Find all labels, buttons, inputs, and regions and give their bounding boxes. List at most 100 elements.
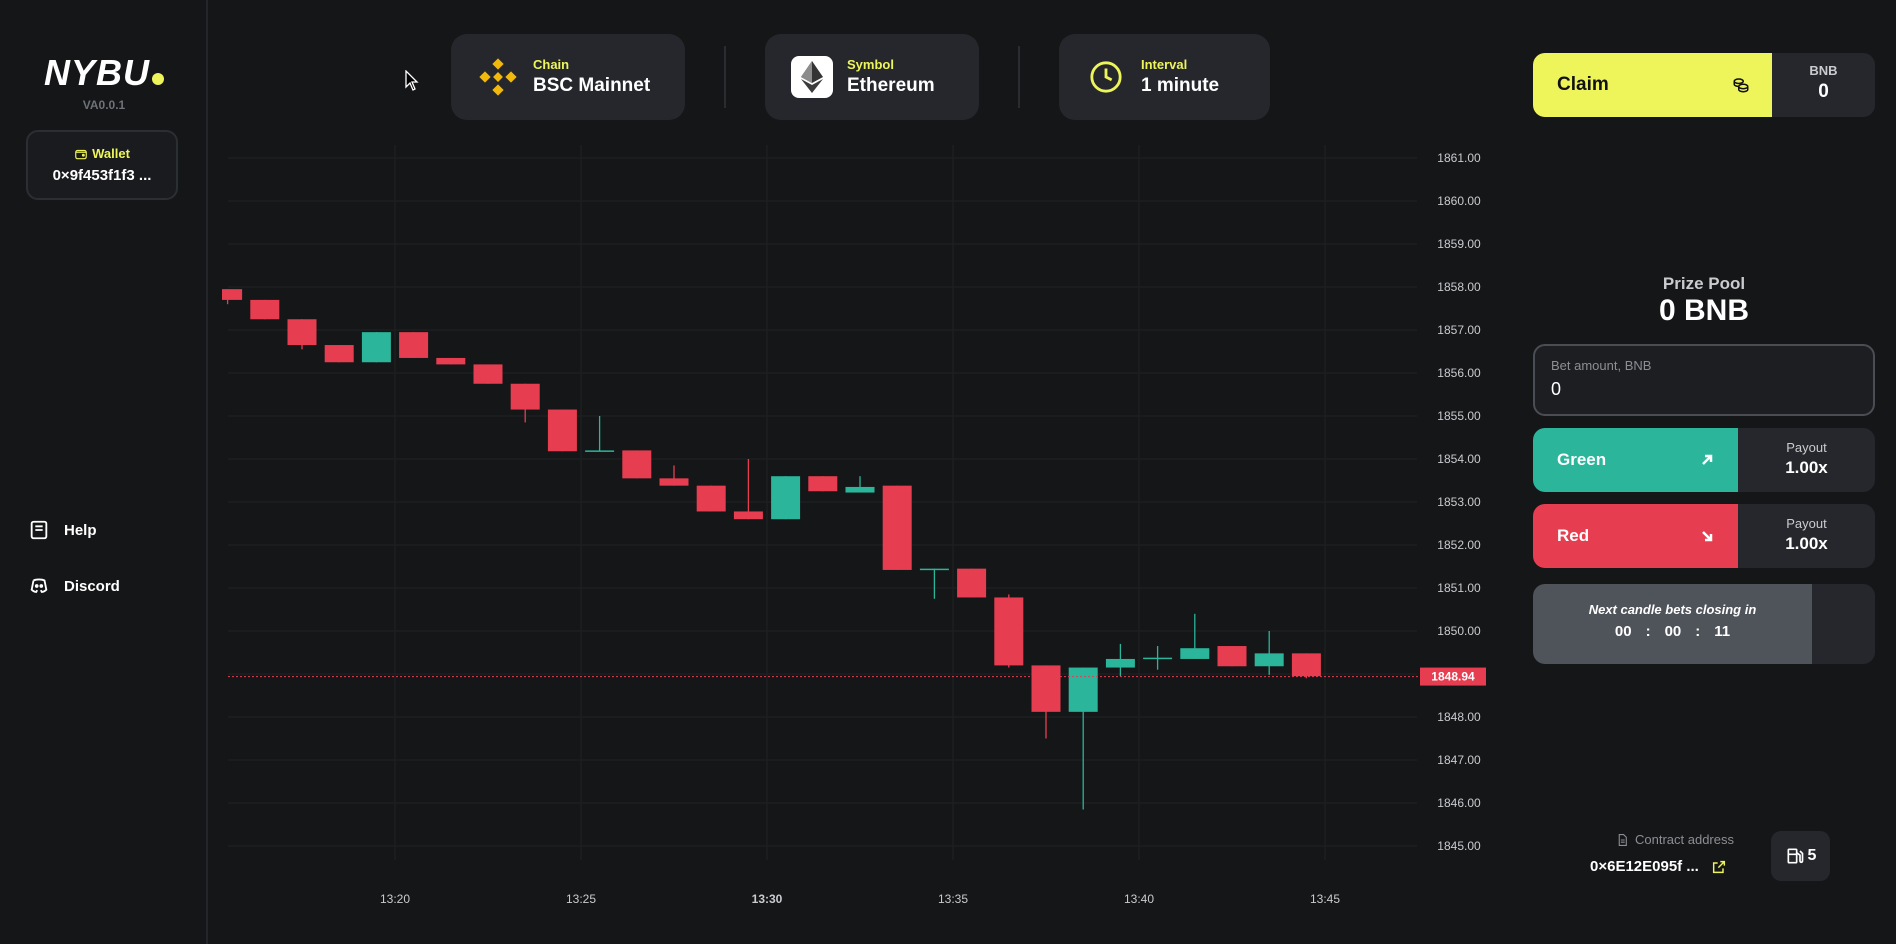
wallet-address: 0×9f453f1f3 ... <box>52 167 152 184</box>
y-tick-label: 1845.00 <box>1437 839 1481 853</box>
wallet-icon <box>75 149 87 159</box>
candle-body <box>1254 653 1284 667</box>
x-tick-label: 13:20 <box>380 892 410 906</box>
prize-pool-value: 0 BNB <box>1658 294 1749 327</box>
clock-icon <box>1085 56 1127 98</box>
payout-value: 1.00x <box>1785 458 1828 477</box>
last-price-tag <box>1420 667 1486 686</box>
candle-body <box>1291 653 1321 677</box>
timer-colon: : <box>1645 623 1651 640</box>
bnb-value: 0 <box>1818 81 1829 102</box>
y-tick-label: 1854.00 <box>1437 452 1481 466</box>
chain-selector[interactable]: Chain BSC Mainnet <box>451 34 685 120</box>
bet-red-button[interactable]: Red <box>1533 504 1738 568</box>
candle-body <box>585 450 615 452</box>
y-tick-label: 1855.00 <box>1437 409 1481 423</box>
candle-body <box>399 332 429 358</box>
timer-hours: 00 <box>1614 623 1632 640</box>
symbol-label: Symbol <box>847 57 894 72</box>
x-tick-label: 13:30 <box>752 892 783 906</box>
y-tick-label: 1846.00 <box>1437 796 1481 810</box>
timer-minutes: 00 <box>1664 623 1682 640</box>
candle-body <box>1031 665 1061 712</box>
contract-address: 0×6E12E095f ... <box>1590 858 1699 875</box>
arrow-down-right-icon <box>1702 531 1713 542</box>
y-tick-label: 1856.00 <box>1437 366 1481 380</box>
candle-body <box>957 568 987 598</box>
price-chart[interactable]: 1861.00 1860.00 1859.00 1858.00 1857.00 1856.… <box>222 140 1492 920</box>
chain-label: Chain <box>533 57 570 72</box>
candle-body <box>1143 657 1173 660</box>
sidebar-item-discord[interactable]: Discord <box>28 572 198 600</box>
candle-body <box>696 485 726 512</box>
green-label: Green <box>1557 450 1607 469</box>
gas-button[interactable]: 5 <box>1771 831 1830 881</box>
candle-body <box>659 478 689 486</box>
candle-body <box>1068 667 1098 712</box>
chain-value: BSC Mainnet <box>533 75 651 96</box>
countdown-timer: Next candle bets closing in 00: 00: 11 <box>1533 584 1812 664</box>
payout-label: Payout <box>1786 440 1827 455</box>
candle-body <box>1105 658 1135 668</box>
candle-body <box>1217 646 1247 667</box>
gas-pump-icon <box>1787 848 1803 864</box>
candle-body <box>250 299 280 320</box>
timer-colon: : <box>1695 623 1701 640</box>
sidebar: NYBU VA0.0.1 Wallet 0×9f453f1f3 ... Help… <box>0 0 208 944</box>
sidebar-item-help[interactable]: Help <box>28 516 198 544</box>
contract-label: Contract address <box>1635 832 1734 847</box>
timer-progress-track <box>1812 584 1875 664</box>
wallet-label: Wallet <box>92 146 130 161</box>
claim-button[interactable]: Claim <box>1533 53 1772 117</box>
interval-value: 1 minute <box>1141 75 1220 96</box>
candle-body <box>547 409 577 452</box>
candle-body <box>324 345 354 363</box>
logo-text: NYBU <box>43 52 150 93</box>
divider <box>1018 46 1020 108</box>
payout-value: 1.00x <box>1785 534 1828 553</box>
discord-label: Discord <box>64 577 120 595</box>
x-tick-label: 13:35 <box>938 892 968 906</box>
contract-address-link[interactable]: 0×6E12E095f ... <box>1590 858 1780 875</box>
bet-green-button[interactable]: Green <box>1533 428 1738 492</box>
candle-body <box>1180 648 1210 659</box>
coins-icon <box>1733 78 1749 93</box>
y-tick-label: 1857.00 <box>1437 323 1481 337</box>
candle-body <box>287 319 317 346</box>
y-tick-label: 1861.00 <box>1437 151 1481 165</box>
candle-body <box>808 476 838 492</box>
bet-amount-label: Bet amount, BNB <box>1551 358 1652 373</box>
contract-label-row: Contract address <box>1590 832 1760 847</box>
red-payout: Payout 1.00x <box>1738 504 1875 568</box>
candle-body <box>771 476 801 520</box>
help-label: Help <box>64 521 97 539</box>
ethereum-icon <box>791 56 833 98</box>
interval-selector[interactable]: Interval 1 minute <box>1059 34 1270 120</box>
timer-label: Next candle bets closing in <box>1588 602 1757 617</box>
version-label: VA0.0.1 <box>82 98 126 112</box>
gas-value: 5 <box>1807 847 1817 864</box>
symbol-selector[interactable]: Symbol Ethereum <box>765 34 979 120</box>
bet-amount-field[interactable]: Bet amount, BNB <box>1533 344 1875 416</box>
x-tick-label: 13:40 <box>1124 892 1154 906</box>
external-link-icon[interactable] <box>1711 859 1727 875</box>
green-payout: Payout 1.00x <box>1738 428 1875 492</box>
y-tick-label: 1858.00 <box>1437 280 1481 294</box>
y-tick-label: 1852.00 <box>1437 538 1481 552</box>
document-icon <box>1618 833 1627 846</box>
candle-body <box>361 332 391 363</box>
candle-body <box>994 597 1024 666</box>
x-tick-label: 13:45 <box>1310 892 1340 906</box>
candle-body <box>882 485 912 570</box>
mouse-cursor-icon <box>405 70 419 91</box>
divider <box>724 46 726 108</box>
candle-body <box>845 486 875 493</box>
logo-dot <box>152 73 164 85</box>
candle-body <box>510 383 540 410</box>
binance-icon <box>477 56 519 98</box>
wallet-button[interactable]: Wallet 0×9f453f1f3 ... <box>26 130 178 200</box>
bet-amount-input[interactable] <box>1551 379 1851 400</box>
logo[interactable]: NYBU VA0.0.1 <box>0 52 208 112</box>
candle-body <box>473 364 503 384</box>
candlestick-chart[interactable]: 1861.00 1860.00 1859.00 1858.00 1857.00 1856.… <box>222 140 1492 920</box>
